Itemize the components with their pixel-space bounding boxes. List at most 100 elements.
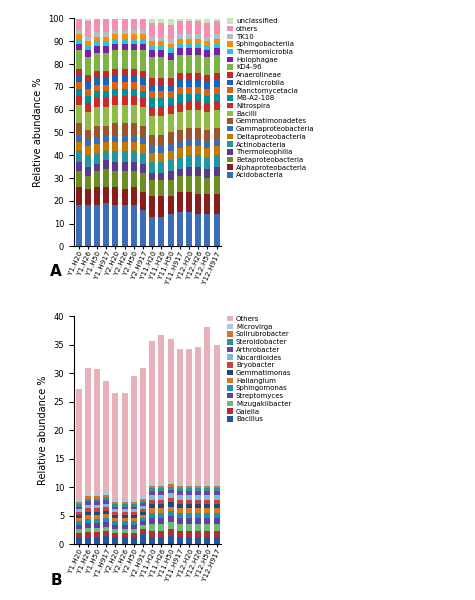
Bar [149, 495, 155, 500]
Bar [113, 521, 118, 525]
Bar [103, 85, 109, 91]
Bar [214, 48, 220, 55]
Bar [149, 500, 155, 504]
Bar [168, 516, 174, 522]
Bar [205, 485, 210, 488]
Bar [113, 96, 118, 105]
Bar [149, 23, 155, 37]
Bar [94, 164, 100, 171]
Bar [85, 76, 91, 82]
Bar [122, 89, 128, 96]
Bar [76, 515, 82, 518]
Bar [195, 518, 201, 524]
Bar [214, 346, 220, 482]
Bar [168, 529, 174, 536]
Bar [159, 0, 164, 23]
Bar [122, 525, 128, 529]
Bar [195, 39, 201, 44]
Bar [168, 502, 174, 506]
Bar [177, 130, 183, 142]
Bar [195, 500, 201, 504]
Bar [85, 515, 91, 519]
Bar [131, 533, 137, 538]
Bar [159, 85, 164, 91]
Bar [168, 98, 174, 105]
Bar [85, 512, 91, 515]
Bar [205, 130, 210, 142]
Bar [131, 50, 137, 68]
Bar [94, 125, 100, 137]
Bar [195, 94, 201, 101]
Bar [205, 508, 210, 513]
Bar [177, 538, 183, 544]
Bar [205, 530, 210, 538]
Bar [214, 167, 220, 176]
Bar [103, 41, 109, 46]
Bar [214, 2, 220, 21]
Bar [103, 142, 109, 151]
Bar [177, 349, 183, 482]
Bar [205, 142, 210, 148]
Bar [149, 107, 155, 116]
Bar [168, 39, 174, 44]
Bar [103, 78, 109, 85]
Bar [186, 55, 192, 73]
Bar [103, 518, 109, 522]
Bar [103, 107, 109, 125]
Bar [85, 112, 91, 130]
Bar [94, 519, 100, 523]
Bar [85, 508, 91, 512]
Bar [177, 80, 183, 87]
Bar [159, 530, 164, 538]
Bar [159, 116, 164, 135]
Bar [195, 80, 201, 87]
Bar [103, 98, 109, 107]
Bar [122, 502, 128, 505]
Bar [159, 504, 164, 508]
Bar [131, 30, 137, 34]
Bar [94, 32, 100, 37]
Bar [131, 187, 137, 205]
Bar [205, 57, 210, 76]
Bar [214, 504, 220, 508]
Bar [177, 39, 183, 44]
Bar [177, 112, 183, 130]
Bar [186, 128, 192, 139]
Bar [149, 482, 155, 485]
Bar [205, 103, 210, 112]
Bar [140, 137, 146, 144]
Bar [195, 214, 201, 247]
Bar [103, 16, 109, 32]
Bar [149, 0, 155, 23]
Bar [122, 205, 128, 247]
Bar [113, 68, 118, 76]
Bar [140, 34, 146, 39]
Bar [205, 41, 210, 46]
Bar [76, 142, 82, 151]
Bar [214, 485, 220, 488]
Bar [122, 533, 128, 538]
Bar [214, 518, 220, 524]
Bar [76, 89, 82, 96]
Bar [94, 523, 100, 527]
Bar [214, 482, 220, 485]
Bar [214, 146, 220, 155]
Bar [85, 532, 91, 538]
Bar [131, 509, 137, 512]
Bar [76, 135, 82, 142]
Bar [94, 144, 100, 153]
Bar [131, 68, 137, 76]
Bar [214, 80, 220, 87]
Bar [76, 39, 82, 44]
Bar [168, 481, 174, 484]
Bar [122, 509, 128, 512]
Bar [113, 506, 118, 509]
Bar [140, 16, 146, 30]
Bar [94, 496, 100, 499]
Bar [113, 162, 118, 171]
Bar [186, 155, 192, 167]
Bar [122, 82, 128, 89]
Bar [149, 146, 155, 153]
Bar [149, 98, 155, 107]
Bar [149, 524, 155, 530]
